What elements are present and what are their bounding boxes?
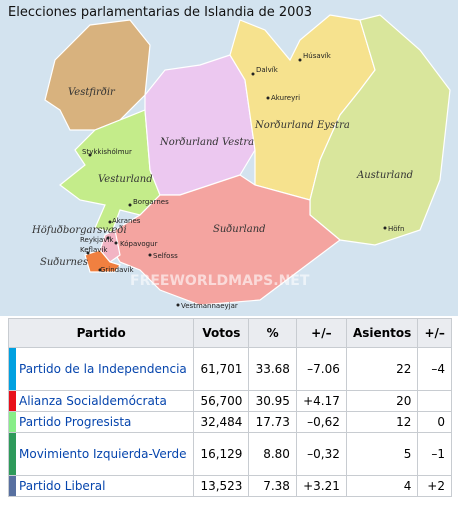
- town-dot: [266, 96, 270, 100]
- table-row: Partido Progresista 32,484 17.73 –0,62 12 0: [7, 411, 452, 433]
- results-table: Partido Votos% +/– Asientos +/– Partido de la…: [7, 318, 452, 497]
- town-dot: [383, 226, 387, 230]
- table-cell: +2: [417, 475, 452, 497]
- town-label: Grindavík: [100, 266, 135, 274]
- town-label: Borgarnes: [133, 198, 169, 206]
- table-cell: –1: [417, 432, 452, 476]
- town-dot: [176, 303, 180, 307]
- column-header: +/–: [295, 318, 347, 348]
- table-cell: 30.95: [248, 390, 297, 412]
- column-header: +/–: [417, 318, 452, 348]
- party-color: [9, 391, 16, 411]
- table-cell: 20: [345, 390, 419, 412]
- party-name[interactable]: Movimiento Izquierda-Verde: [7, 432, 195, 476]
- region-label: Höfuðborgarsvæði: [31, 225, 127, 236]
- party-name[interactable]: Partido Liberal: [7, 475, 195, 497]
- town-label: Keflavík: [80, 246, 108, 254]
- table-cell: +3.21: [295, 475, 347, 497]
- table-cell: 61,701: [193, 347, 250, 391]
- table-cell: 5: [345, 432, 419, 476]
- town-label: Reykjavík: [80, 236, 114, 244]
- table-row: Partido Liberal 13,523 7.38 +3.21 4 +2: [7, 475, 452, 497]
- town-dot: [106, 236, 110, 240]
- town-dot: [148, 253, 152, 257]
- table-cell: 8.80: [248, 432, 297, 476]
- town-dot: [86, 251, 90, 255]
- table-cell: 0: [417, 411, 452, 433]
- table-cell: 56,700: [193, 390, 250, 412]
- town-label: Selfoss: [153, 252, 178, 260]
- table-cell: –0,32: [295, 432, 347, 476]
- table-cell: 17.73: [248, 411, 297, 433]
- table-cell: 7.38: [248, 475, 297, 497]
- party-color: [9, 412, 16, 432]
- table-row: Alianza Socialdemócrata 56,700 30.95 +4.17 2…: [7, 390, 452, 412]
- region-label: Suðurland: [213, 224, 266, 235]
- town-label: Stykkishólmur: [82, 148, 132, 156]
- town-dot: [108, 220, 112, 224]
- region-label: Vestfirðir: [68, 87, 116, 98]
- table-cell: 22: [345, 347, 419, 391]
- party-color: [9, 348, 16, 390]
- table-cell: –7.06: [295, 347, 347, 391]
- region-label: Austurland: [356, 170, 413, 181]
- town-label: Höfn: [388, 225, 404, 233]
- town-label: Vestmannaeyjar: [181, 302, 238, 310]
- table-cell: [417, 390, 452, 412]
- town-dot: [98, 268, 102, 272]
- town-dot: [88, 153, 92, 157]
- watermark: FREEWORLDMAPS.NET: [130, 273, 310, 289]
- town-label: Akureyri: [271, 94, 300, 102]
- regions: [44, 14, 451, 306]
- party-name[interactable]: Partido de la Independencia: [7, 347, 195, 391]
- table-cell: –0,62: [295, 411, 347, 433]
- table-cell: 16,129: [193, 432, 250, 476]
- region-label: Suðurnes: [40, 257, 88, 268]
- towns: Dalvík Húsavík Akureyri Stykkishólmur Bo…: [80, 52, 404, 310]
- town-label: Akranes: [112, 217, 141, 225]
- region: [84, 249, 121, 273]
- map: Elecciones parlamentarias de Islandia de…: [0, 0, 458, 316]
- party-color: [9, 433, 16, 475]
- table-cell: 4: [345, 475, 419, 497]
- column-header: Votos: [193, 318, 250, 348]
- party-name[interactable]: Alianza Socialdemócrata: [7, 390, 195, 412]
- town-label: Kópavogur: [120, 240, 158, 248]
- region: [144, 54, 256, 196]
- header-row: Partido Votos% +/– Asientos +/–: [7, 318, 452, 348]
- table-row: Movimiento Izquierda-Verde 16,129 8.80 –0,3…: [7, 432, 452, 476]
- region-label: Norðurland Vestra: [159, 137, 254, 148]
- town-dot: [128, 203, 132, 207]
- map-title: Elecciones parlamentarias de Islandia de…: [8, 5, 312, 20]
- table-cell: 33.68: [248, 347, 297, 391]
- region: [99, 229, 121, 263]
- region-label: Norðurland Eystra: [254, 120, 350, 131]
- region-label: Vesturland: [98, 174, 153, 185]
- column-header: %: [248, 318, 297, 348]
- party-color: [9, 476, 16, 496]
- table-cell: 12: [345, 411, 419, 433]
- column-header: Partido: [7, 318, 195, 348]
- party-name[interactable]: Partido Progresista: [7, 411, 195, 433]
- table-row: Partido de la Independencia 61,701 33.68 –7…: [7, 347, 452, 391]
- town-label: Dalvík: [256, 66, 279, 74]
- column-header: Asientos: [345, 318, 419, 348]
- table-cell: –4: [417, 347, 452, 391]
- table-cell: 13,523: [193, 475, 250, 497]
- town-dot: [298, 58, 302, 62]
- town-dot: [114, 241, 118, 245]
- table-cell: +4.17: [295, 390, 347, 412]
- town-dot: [251, 72, 255, 76]
- town-label: Húsavík: [303, 52, 332, 60]
- table-cell: 32,484: [193, 411, 250, 433]
